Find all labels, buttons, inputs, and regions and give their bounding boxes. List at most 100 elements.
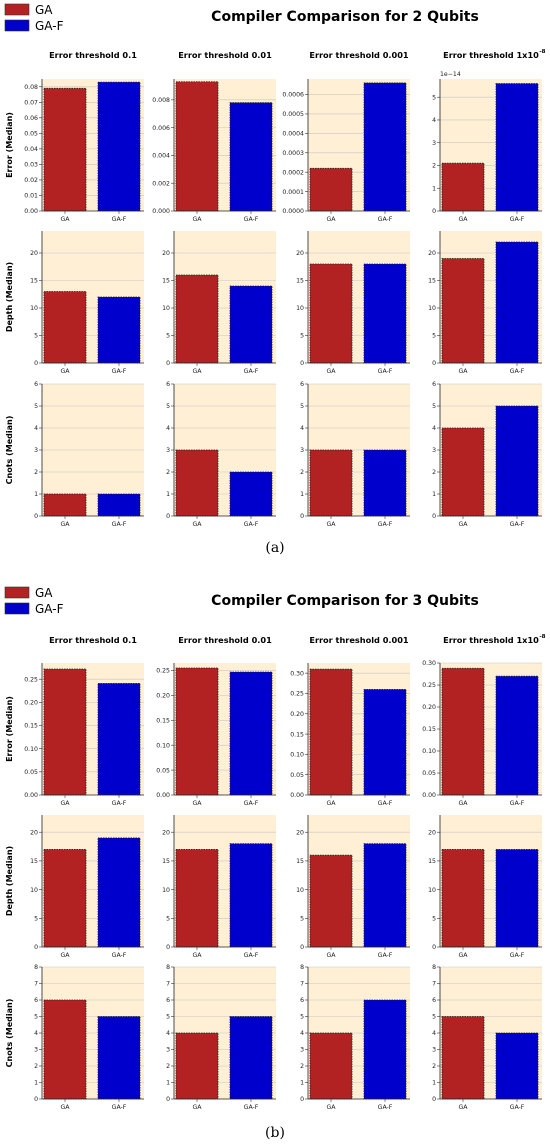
column-title: Error threshold 0.1 <box>49 50 137 60</box>
y-tick-label: 5 <box>432 1014 436 1021</box>
x-tick-label: GA <box>458 216 468 223</box>
y-tick-label: 6 <box>34 997 38 1004</box>
bar-ga <box>175 1032 219 1100</box>
legend-swatch-gaf <box>4 19 30 32</box>
y-tick-label: 0.000 <box>152 208 170 215</box>
y-tick-label: 20 <box>162 829 170 836</box>
bar-ga <box>175 449 219 517</box>
legend-swatch-gaf <box>4 602 30 615</box>
y-tick-label: 0.00 <box>24 792 38 799</box>
y-tick-label: 0 <box>432 944 436 951</box>
column-title: Error threshold 0.01 <box>178 635 272 645</box>
y-tick-label: 0.15 <box>290 731 304 738</box>
y-tick-label: 0.00 <box>24 208 38 215</box>
bar-ga <box>441 162 485 212</box>
y-tick-label: 0.0004 <box>282 131 304 138</box>
y-tick-label: 0.15 <box>24 723 38 730</box>
y-tick-label: 15 <box>30 278 38 285</box>
y-tick-label: 0.03 <box>24 162 38 169</box>
y-tick-label: 0 <box>166 1096 170 1103</box>
bar-ga <box>43 291 87 364</box>
x-tick-label: GA <box>192 521 202 528</box>
y-tick-label: 5 <box>432 333 436 340</box>
bar-gaf <box>97 837 141 948</box>
legend-label-ga: GA <box>35 586 53 600</box>
x-tick-label: GA-F <box>244 368 259 375</box>
y-tick-label: 4 <box>300 425 304 432</box>
y-tick-label: 3 <box>166 447 170 454</box>
x-tick-label: GA-F <box>510 368 525 375</box>
y-tick-label: 7 <box>300 981 304 988</box>
bar-gaf <box>495 83 539 212</box>
y-tick-label: 5 <box>34 1014 38 1021</box>
x-tick-label: GA-F <box>244 216 259 223</box>
y-tick-label: 0.10 <box>422 748 436 755</box>
x-tick-label: GA <box>192 368 202 375</box>
x-tick-label: GA <box>60 368 70 375</box>
legend-label-gaf: GA-F <box>35 602 64 616</box>
column-title: Error threshold 0.001 <box>309 635 409 645</box>
bar-ga <box>43 849 87 948</box>
x-tick-label: GA-F <box>510 1104 525 1111</box>
y-tick-label: 2 <box>300 1063 304 1070</box>
y-tick-label: 0.07 <box>24 99 38 106</box>
x-tick-label: GA <box>60 952 70 959</box>
x-tick-label: GA <box>192 1104 202 1111</box>
figure-sublabel: (b) <box>265 1125 285 1141</box>
y-tick-label: 7 <box>34 981 38 988</box>
y-tick-label: 6 <box>34 381 38 388</box>
x-tick-label: GA-F <box>510 216 525 223</box>
bar-ga <box>309 668 353 796</box>
bar-ga <box>43 668 87 796</box>
y-tick-label: 0.10 <box>290 752 304 759</box>
bar-ga <box>441 427 485 517</box>
y-tick-label: 10 <box>162 887 170 894</box>
bar-gaf <box>97 682 141 796</box>
x-tick-label: GA-F <box>244 1104 259 1111</box>
y-tick-label: 0 <box>34 513 38 520</box>
y-tick-label: 5 <box>34 916 38 923</box>
y-tick-label: 5 <box>432 916 436 923</box>
y-tick-label: 3 <box>432 447 436 454</box>
x-tick-label: GA-F <box>112 800 127 807</box>
y-tick-label: 6 <box>166 997 170 1004</box>
y-tick-label: 0 <box>166 944 170 951</box>
x-tick-label: GA-F <box>244 521 259 528</box>
y-axis-label: Depth (Median) <box>5 846 14 916</box>
y-tick-label: 10 <box>296 887 304 894</box>
y-tick-label: 3 <box>34 447 38 454</box>
y-tick-label: 0.05 <box>24 769 38 776</box>
y-tick-label: 4 <box>166 1030 170 1037</box>
y-tick-label: 10 <box>296 305 304 312</box>
y-tick-label: 0.0000 <box>282 208 304 215</box>
bar-gaf <box>495 405 539 517</box>
y-tick-label: 0 <box>432 208 436 215</box>
y-tick-label: 0.006 <box>152 125 170 132</box>
bar-gaf <box>363 843 407 948</box>
x-tick-label: GA-F <box>378 1104 393 1111</box>
y-tick-label: 5 <box>300 916 304 923</box>
y-tick-label: 20 <box>296 829 304 836</box>
legend-label-gaf: GA-F <box>35 19 64 33</box>
y-tick-label: 0.02 <box>24 177 38 184</box>
y-tick-label: 0.25 <box>24 676 38 683</box>
bar-gaf <box>495 849 539 948</box>
x-tick-label: GA <box>458 521 468 528</box>
y-tick-label: 15 <box>428 858 436 865</box>
y-tick-label: 0.00 <box>156 792 170 799</box>
y-tick-label: 0.30 <box>290 670 304 677</box>
bar-gaf <box>97 296 141 364</box>
y-tick-label: 2 <box>34 1063 38 1070</box>
y-tick-label: 0.08 <box>24 84 38 91</box>
x-tick-label: GA <box>192 952 202 959</box>
x-tick-label: GA <box>458 1104 468 1111</box>
column-title-superscript: -8 <box>539 49 545 55</box>
y-tick-label: 0.05 <box>422 770 436 777</box>
legend-label-ga: GA <box>35 3 53 17</box>
x-tick-label: GA-F <box>244 952 259 959</box>
axis-offset-text: 1e−14 <box>440 71 461 78</box>
x-tick-label: GA <box>326 216 336 223</box>
y-axis-label: Error (Median) <box>5 696 14 762</box>
y-tick-label: 0.20 <box>156 693 170 700</box>
figure-title: Compiler Comparison for 2 Qubits <box>211 9 479 25</box>
